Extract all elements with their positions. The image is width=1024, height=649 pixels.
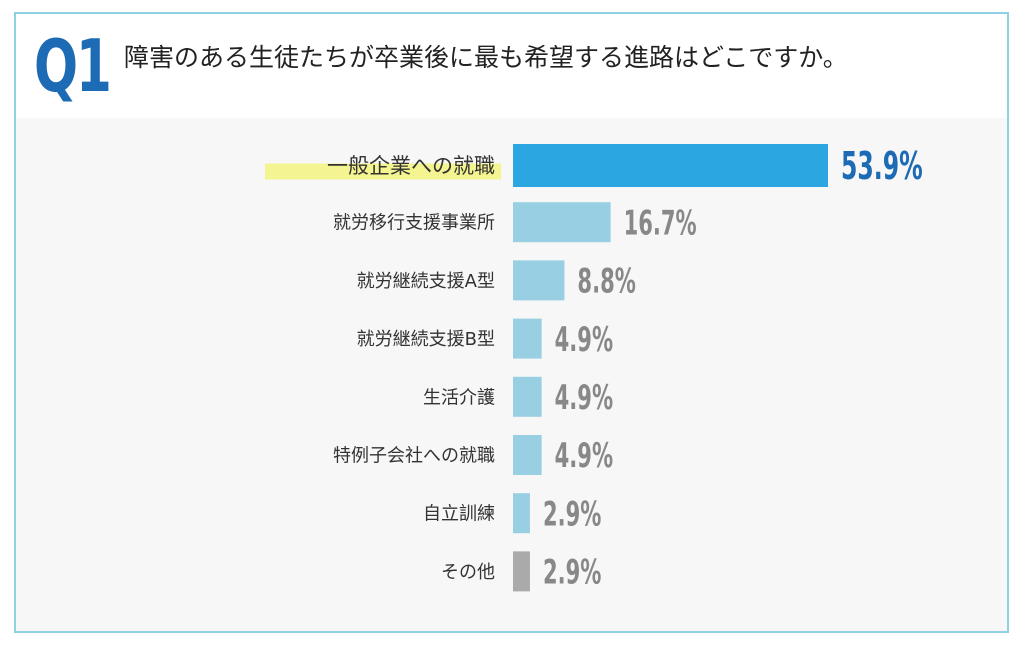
category-label: 就労移行支援事業所 — [333, 213, 495, 234]
label-highlight-marker — [265, 163, 501, 180]
bar — [513, 260, 565, 301]
category-label: 就労継続支援B型 — [357, 329, 495, 350]
value-label: 2.9% — [543, 552, 601, 592]
question-header: Q1 障害のある生徒たちが卒業後に最も希望する進路はどこですか。 — [16, 14, 1007, 118]
value-label: 2.9% — [543, 494, 601, 534]
value-label: 8.8% — [577, 261, 635, 301]
question-text: 障害のある生徒たちが卒業後に最も希望する進路はどこですか。 — [124, 43, 848, 72]
value-label: 4.9% — [555, 378, 613, 418]
value-label: 16.7% — [624, 203, 697, 243]
chart-panel — [16, 118, 1007, 631]
value-label: 4.9% — [555, 320, 613, 360]
bar — [513, 493, 530, 534]
bar — [513, 144, 828, 187]
bar — [513, 376, 542, 417]
category-label: 特例子会社への就職 — [333, 445, 495, 466]
question-card: Q1 障害のある生徒たちが卒業後に最も希望する進路はどこですか。 — [14, 12, 1009, 633]
bar — [513, 551, 530, 592]
bar — [513, 435, 542, 475]
bar — [513, 318, 542, 359]
category-label: 就労継続支援A型 — [357, 271, 495, 292]
category-label: その他 — [441, 562, 495, 583]
category-label: 自立訓練 — [423, 504, 495, 525]
value-label: 53.9% — [841, 146, 923, 189]
category-label: 一般企業への就職 — [327, 154, 495, 178]
value-label: 4.9% — [555, 436, 613, 476]
category-label: 生活介護 — [423, 387, 495, 408]
bar — [513, 202, 611, 243]
